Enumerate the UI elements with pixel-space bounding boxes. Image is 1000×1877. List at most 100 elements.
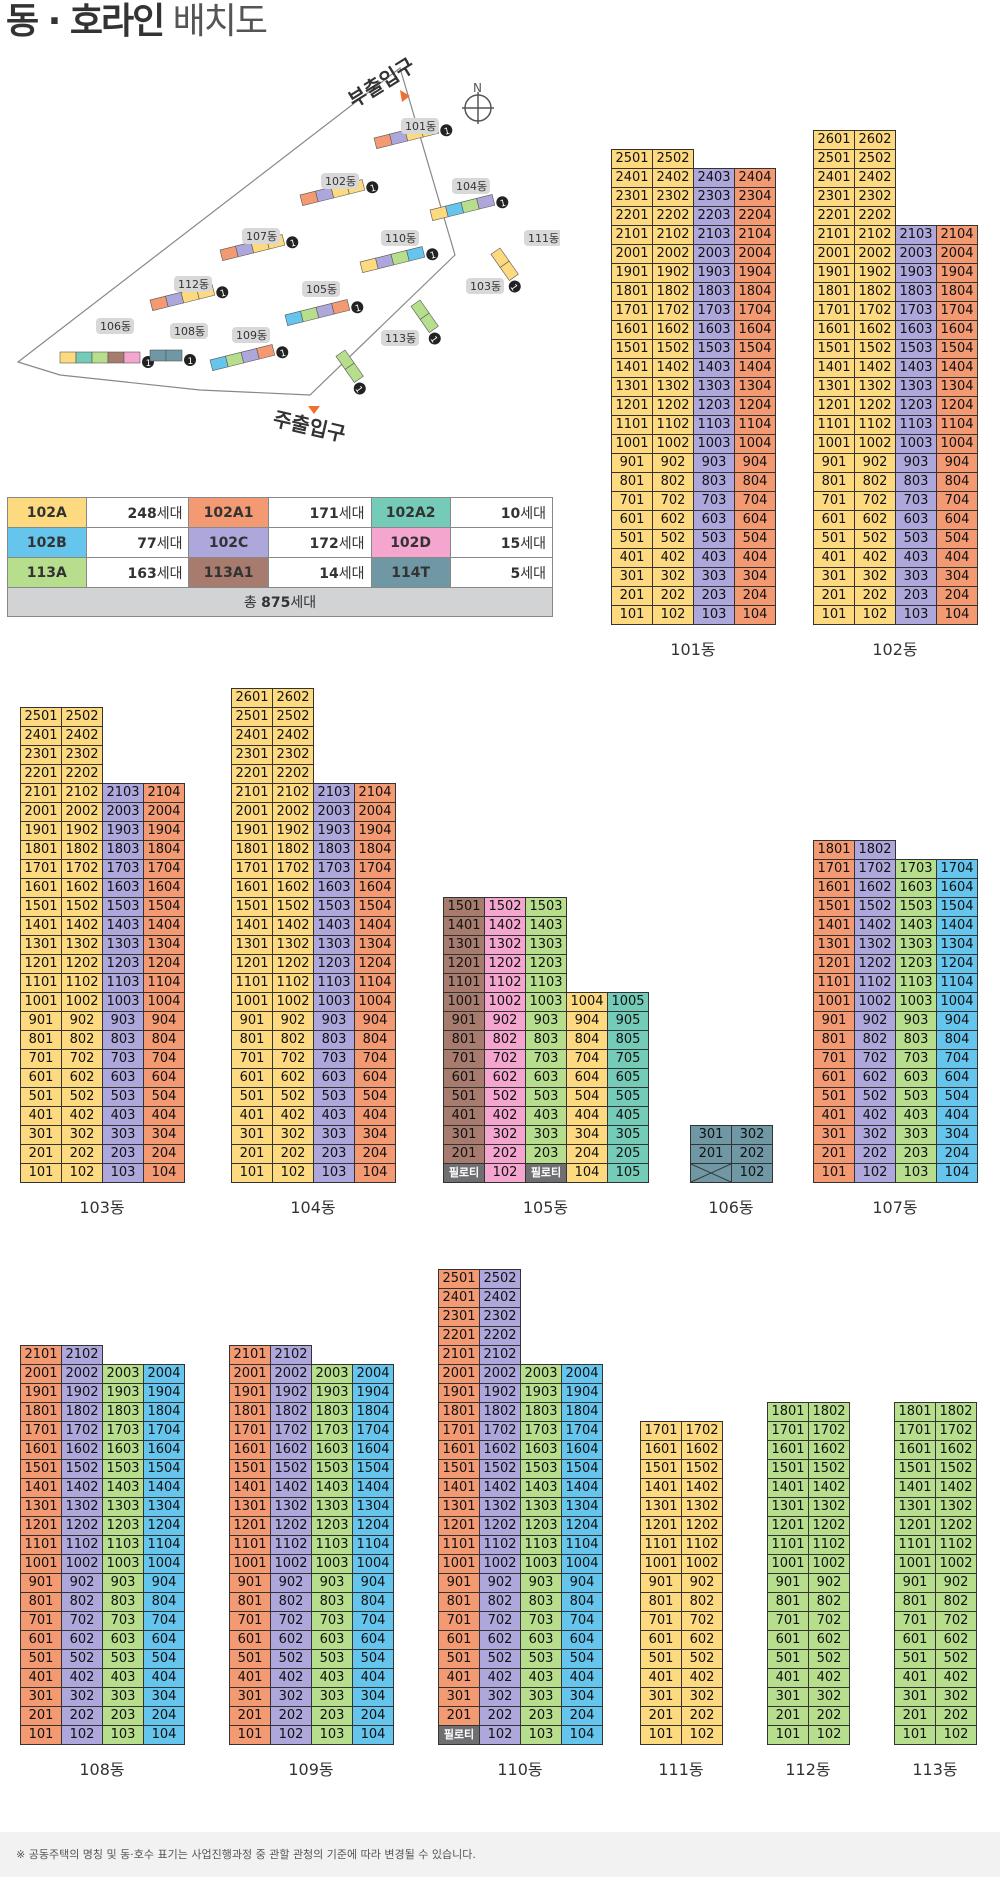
unit-cell: 2101 (20, 783, 62, 803)
unit-cell: 2402 (479, 1288, 521, 1308)
unit-cell: 602 (61, 1068, 103, 1088)
unit-cell: 602 (681, 1630, 723, 1650)
unit-cell: 1603 (520, 1440, 562, 1460)
unit-cell: 603 (525, 1068, 567, 1088)
unit-cell: 1501 (813, 339, 855, 359)
north-arrow-icon (462, 92, 494, 124)
unit-cell: 201 (443, 1144, 485, 1164)
unit-cell: 504 (352, 1649, 394, 1669)
unit-cell: 1304 (734, 377, 776, 397)
unit-cell: 204 (143, 1706, 185, 1726)
unit-cell: 1304 (936, 377, 978, 397)
unit-cell: 1401 (640, 1478, 682, 1498)
unit-cell: 1005 (607, 992, 649, 1012)
unit-cell: 1701 (611, 301, 653, 321)
unit-cell: 1802 (935, 1402, 977, 1422)
unit-cell: 501 (813, 1087, 855, 1107)
site-map-unit (406, 246, 426, 262)
site-map-building-label: 108동 (174, 325, 205, 338)
site-map-unit (445, 201, 465, 218)
unit-cell: 502 (479, 1649, 521, 1669)
unit-cell: 1704 (936, 301, 978, 321)
unit-cell: 803 (102, 1592, 144, 1612)
unit-cell: 902 (272, 1011, 314, 1031)
unit-cell: 1502 (272, 897, 314, 917)
unit-cell: 2502 (61, 707, 103, 727)
unit-cell: 401 (443, 1106, 485, 1126)
site-map-label-bg (321, 173, 359, 189)
unit-cell: 2202 (652, 206, 694, 226)
unit-cell: 2601 (231, 688, 273, 708)
unit-cell: 1002 (484, 992, 526, 1012)
unit-cell: 402 (854, 1106, 896, 1126)
unit-cell: 604 (352, 1630, 394, 1650)
unit-cell: 1702 (681, 1421, 723, 1441)
unit-cell: 2501 (231, 707, 273, 727)
unit-cell: 302 (270, 1687, 312, 1707)
building-112: 101 201 301 401 501 601 701 801 901 1001 1101 1201 1… (767, 1402, 850, 1784)
unit-cell: 2104 (354, 783, 396, 803)
legend-count-102d: 15세대 (449, 527, 554, 558)
unit-cell: 203 (311, 1706, 353, 1726)
unit-cell: 1501 (438, 1459, 480, 1479)
site-map-marker (508, 280, 521, 293)
unit-cell: 1601 (229, 1440, 271, 1460)
legend-swatch-102a: 102A (7, 497, 87, 528)
unit-cell: 1802 (808, 1402, 850, 1422)
unit-cell: 702 (272, 1049, 314, 1069)
unit-cell: 2401 (813, 168, 855, 188)
building-102: 101 201 301 401 501 601 701 801 901 1001 1101 1201 1… (813, 130, 978, 664)
unit-cell: 202 (854, 586, 896, 606)
unit-cell: 1701 (229, 1421, 271, 1441)
unit-cell: 1701 (894, 1421, 936, 1441)
unit-cell: 2002 (652, 244, 694, 264)
empty-cell (690, 1163, 732, 1183)
unit-cell: 702 (270, 1611, 312, 1631)
unit-cell: 1001 (438, 1554, 480, 1574)
unit-cell: 603 (102, 1630, 144, 1650)
unit-cell: 1701 (20, 1421, 62, 1441)
unit-cell: 501 (894, 1649, 936, 1669)
unit-cell: 901 (231, 1011, 273, 1031)
unit-cell: 1603 (895, 320, 937, 340)
unit-cell: 1201 (443, 954, 485, 974)
unit-cell: 2002 (854, 244, 896, 264)
unit-cell: 1303 (520, 1497, 562, 1517)
unit-cell: 1103 (520, 1535, 562, 1555)
unit-cell: 704 (143, 1049, 185, 1069)
unit-cell: 404 (561, 1668, 603, 1688)
site-map-marker (496, 196, 509, 209)
unit-cell: 401 (894, 1668, 936, 1688)
unit-cell: 1502 (854, 897, 896, 917)
unit-cell: 2001 (438, 1364, 480, 1384)
unit-cell: 901 (640, 1573, 682, 1593)
building-label: 108동 (79, 1760, 125, 1779)
unit-cell: 1802 (854, 840, 896, 860)
unit-cell: 1103 (525, 973, 567, 993)
unit-cell: 1603 (102, 1440, 144, 1460)
unit-cell: 1301 (813, 377, 855, 397)
unit-cell: 1003 (313, 992, 355, 1012)
unit-cell: 1004 (734, 434, 776, 454)
unit-cell: 603 (895, 510, 937, 530)
unit-cell: 504 (354, 1087, 396, 1107)
unit-cell: 104 (352, 1725, 394, 1745)
unit-cell: 2001 (20, 802, 62, 822)
unit-cell: 1803 (895, 282, 937, 302)
unit-cell: 1804 (561, 1402, 603, 1422)
unit-cell: 2501 (20, 707, 62, 727)
unit-cell: 703 (693, 491, 735, 511)
unit-cell: 401 (813, 1106, 855, 1126)
unit-cell: 304 (352, 1687, 394, 1707)
unit-cell: 802 (935, 1592, 977, 1612)
unit-cell: 1304 (143, 1497, 185, 1517)
unit-cell: 2001 (611, 244, 653, 264)
site-map-block: 1 (209, 344, 289, 372)
unit-cell: 1702 (854, 859, 896, 879)
site-map-marker-label: 1 (443, 127, 451, 138)
unit-cell: 702 (854, 491, 896, 511)
unit-cell: 1902 (61, 821, 103, 841)
unit-cell: 1704 (734, 301, 776, 321)
unit-cell: 1903 (102, 821, 144, 841)
unit-cell: 1103 (311, 1535, 353, 1555)
